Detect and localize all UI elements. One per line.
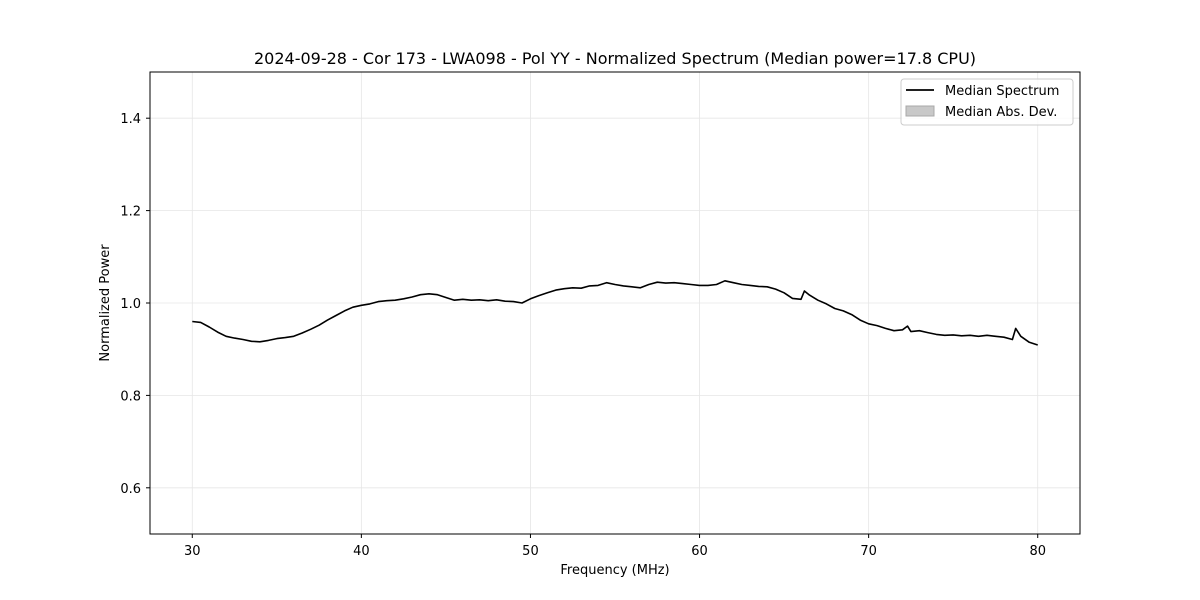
x-tick-label: 50 xyxy=(522,544,539,559)
median-spectrum-line xyxy=(192,279,1038,346)
y-tick-label: 1.4 xyxy=(120,112,141,127)
x-tick-label: 40 xyxy=(353,544,370,559)
y-tick-label: 0.8 xyxy=(120,389,141,404)
x-axis-ticks: 30 40 50 60 70 80 xyxy=(184,534,1046,559)
y-tick-label: 0.6 xyxy=(120,482,141,497)
x-tick-label: 80 xyxy=(1029,544,1046,559)
series-group xyxy=(192,279,1038,346)
y-axis-label: Normalized Power xyxy=(98,244,113,362)
legend: Median Spectrum Median Abs. Dev. xyxy=(900,78,1074,126)
legend-frame xyxy=(900,78,1074,126)
legend-label-median-spectrum: Median Spectrum xyxy=(945,84,1059,99)
x-tick-label: 70 xyxy=(860,544,877,559)
y-tick-label: 1.0 xyxy=(120,297,141,312)
legend-label-median-abs-dev: Median Abs. Dev. xyxy=(945,105,1057,120)
y-tick-label: 1.2 xyxy=(120,205,141,220)
x-tick-label: 30 xyxy=(184,544,201,559)
x-axis-label: Frequency (MHz) xyxy=(560,563,669,578)
legend-band-swatch xyxy=(905,105,935,117)
x-tick-label: 60 xyxy=(691,544,708,559)
y-axis-ticks: 0.6 0.8 1.0 1.2 1.4 xyxy=(120,112,150,497)
chart-title: 2024-09-28 - Cor 173 - LWA098 - Pol YY -… xyxy=(254,49,976,68)
